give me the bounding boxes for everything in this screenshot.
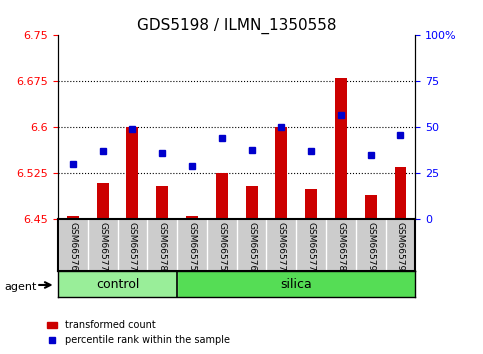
Text: GSM665769: GSM665769 bbox=[247, 222, 256, 277]
Text: GSM665788: GSM665788 bbox=[158, 222, 167, 277]
Bar bbox=[246, 186, 257, 219]
Title: GDS5198 / ILMN_1350558: GDS5198 / ILMN_1350558 bbox=[137, 18, 337, 34]
Bar bbox=[97, 183, 109, 219]
Bar bbox=[395, 167, 407, 219]
Bar bbox=[58, 271, 177, 297]
Text: control: control bbox=[96, 278, 139, 291]
Text: GSM665754: GSM665754 bbox=[217, 222, 226, 277]
Bar bbox=[156, 186, 168, 219]
Text: GSM665761: GSM665761 bbox=[69, 222, 77, 277]
Bar bbox=[275, 127, 287, 219]
Bar bbox=[186, 216, 198, 219]
Bar bbox=[305, 189, 317, 219]
Text: GSM665774: GSM665774 bbox=[128, 222, 137, 277]
Bar bbox=[216, 173, 228, 219]
Text: GSM665770: GSM665770 bbox=[277, 222, 286, 277]
Text: GSM665750: GSM665750 bbox=[187, 222, 197, 277]
Bar bbox=[67, 216, 79, 219]
Text: GSM665771: GSM665771 bbox=[98, 222, 107, 277]
Text: silica: silica bbox=[280, 278, 312, 291]
Bar bbox=[335, 78, 347, 219]
Bar bbox=[365, 195, 377, 219]
Text: GSM665793: GSM665793 bbox=[396, 222, 405, 277]
Bar bbox=[127, 127, 139, 219]
Text: GSM665785: GSM665785 bbox=[337, 222, 345, 277]
Text: agent: agent bbox=[5, 282, 37, 292]
Text: GSM665792: GSM665792 bbox=[366, 222, 375, 277]
Legend: transformed count, percentile rank within the sample: transformed count, percentile rank withi… bbox=[43, 316, 234, 349]
Text: GSM665775: GSM665775 bbox=[307, 222, 315, 277]
